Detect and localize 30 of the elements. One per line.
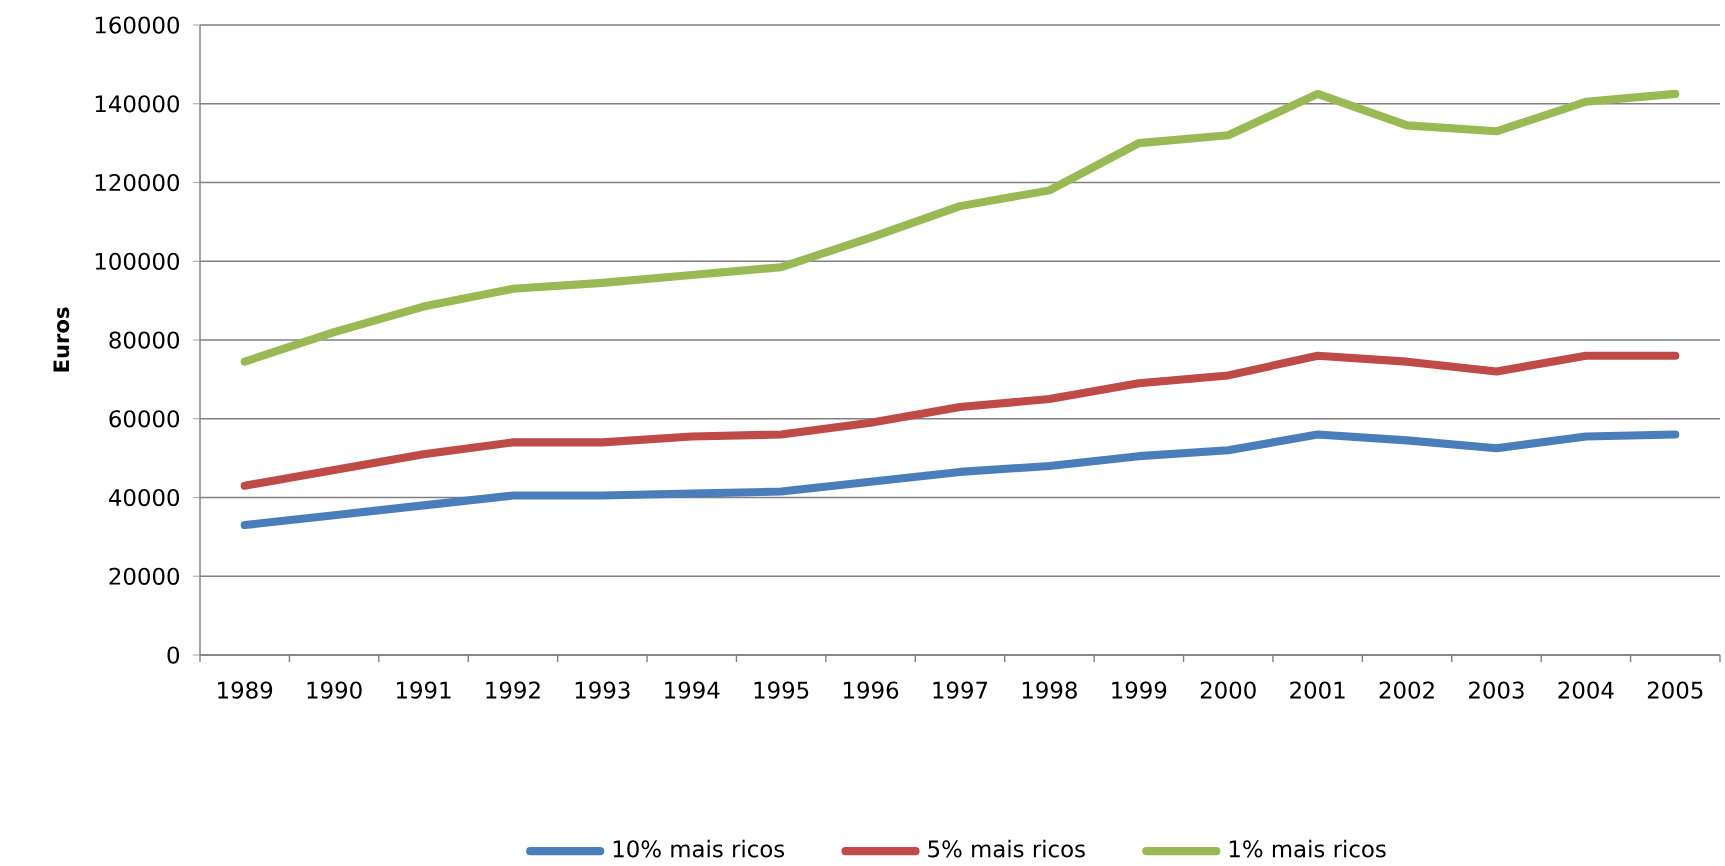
- y-tick-label: 0: [167, 646, 180, 664]
- x-tick-label: 1998: [1022, 681, 1077, 699]
- x-tick-label: 1999: [1112, 681, 1167, 699]
- y-tick-label: 140000: [95, 95, 180, 113]
- x-tick-label: 2002: [1379, 681, 1434, 699]
- legend-label: 10% mais ricos: [613, 839, 785, 858]
- y-tick-label: 60000: [109, 410, 180, 428]
- x-tick-label: 1997: [933, 681, 988, 699]
- y-tick-label: 100000: [95, 252, 180, 270]
- x-tick-label: 2003: [1469, 681, 1524, 699]
- y-tick-label: 40000: [108, 488, 180, 507]
- y-axis-title: Euros: [53, 307, 70, 372]
- y-tick-label: 80000: [109, 331, 180, 349]
- x-tick-label: 1994: [665, 681, 720, 699]
- x-tick-label: 1989: [218, 681, 273, 699]
- x-tick-label: 1995: [754, 681, 809, 699]
- legend-label: 1% mais ricos: [1229, 839, 1386, 858]
- x-tick-label: 1996: [844, 681, 899, 699]
- x-tick-label: 1990: [307, 681, 362, 699]
- legend-label: 5% mais ricos: [928, 839, 1085, 858]
- y-tick-label: 120000: [95, 173, 180, 192]
- x-tick-label: 2005: [1647, 681, 1703, 699]
- x-tick-label: 1992: [486, 681, 540, 699]
- y-tick-label: 20000: [109, 567, 180, 585]
- x-tick-label: 2000: [1200, 681, 1256, 699]
- x-tick-label: 2001: [1290, 681, 1345, 699]
- y-tick-label: 160000: [95, 16, 180, 34]
- x-tick-label: 2004: [1558, 681, 1614, 699]
- x-tick-label: 1991: [396, 681, 451, 699]
- x-tick-label: 1993: [575, 681, 630, 699]
